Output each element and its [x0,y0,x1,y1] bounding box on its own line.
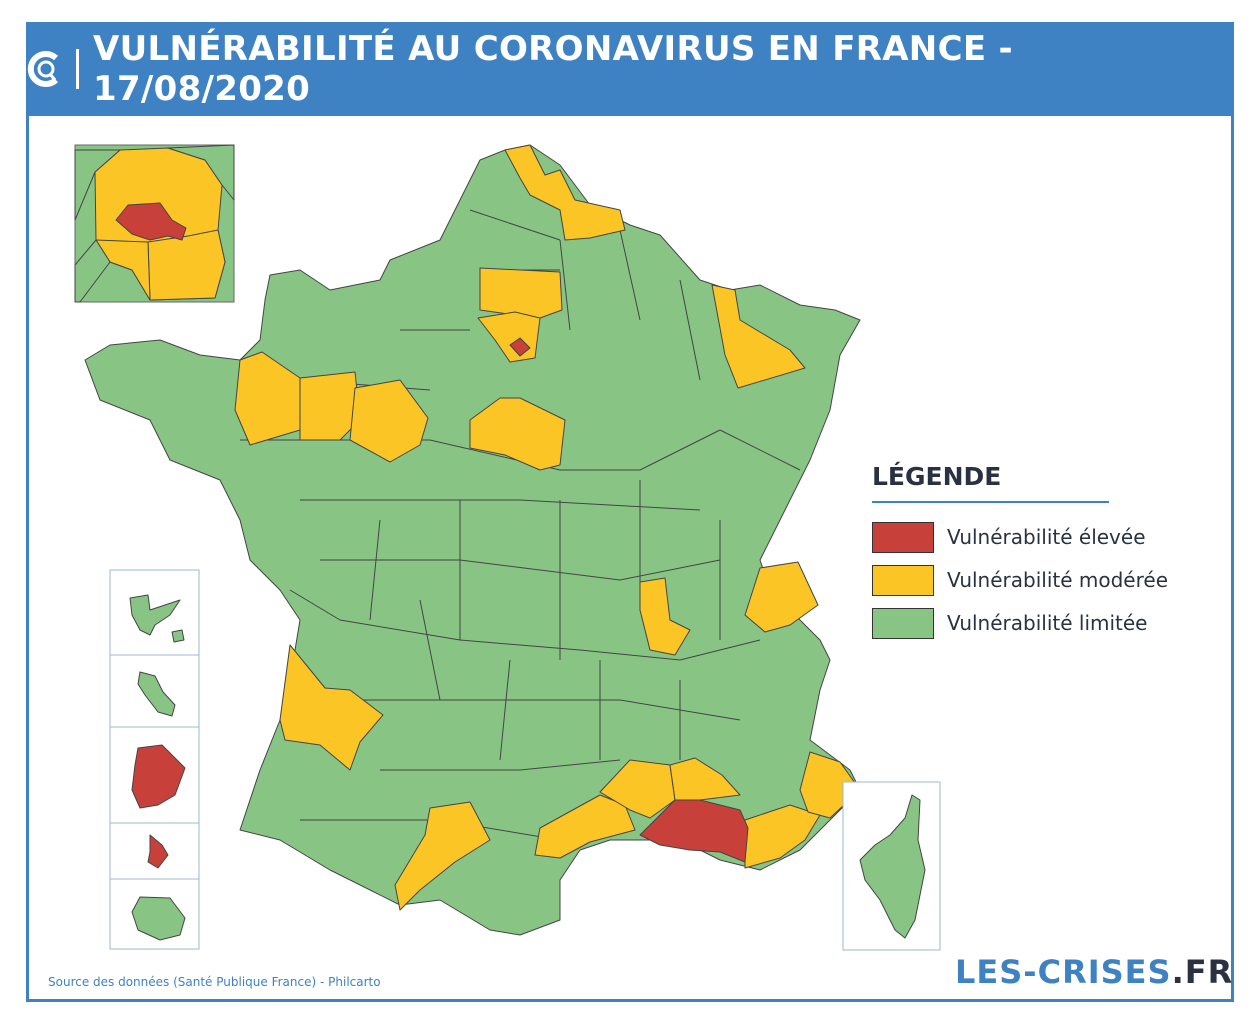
haute-savoie-departement [744,561,819,633]
oise-departement [479,267,563,319]
header-banner: VULNÉRABILITÉ AU CORONAVIRUS EN FRANCE -… [26,22,1234,116]
martinique-map [137,671,176,717]
herault-departement [534,794,636,859]
gironde-departement [279,644,384,771]
brand-logo: LES-CRISES.FR [955,953,1233,991]
legend-label-modere: Vulnérabilité modérée [947,568,1168,592]
paris-map-departement [509,337,531,357]
legend-swatch-eleve [872,521,934,553]
legend-label-eleve: Vulnérabilité élevée [947,525,1146,549]
mayenne-departement [299,371,361,441]
legend-item-modere: Vulnérabilité modérée [872,563,1212,597]
overseas-insets [109,569,200,950]
corsica-inset [842,781,941,951]
rhone-departement [639,577,691,656]
legend-title: LÉGENDE [872,462,1002,491]
legend-swatch-modere [872,564,934,596]
loiret-departement [469,397,566,471]
c-magnifier-logo-icon [26,50,64,88]
legend-underline [872,501,1109,503]
mainland-france [84,144,861,936]
haute-garonne-departement [394,801,491,911]
source-credit: Source des données (Santé Publique Franc… [48,975,381,989]
brand-suffix: .FR [1171,953,1234,991]
page-title: VULNÉRABILITÉ AU CORONAVIRUS EN FRANCE -… [92,29,1013,109]
legend-item-limite: Vulnérabilité limitée [872,606,1212,640]
brand-main: LES-CRISES [955,953,1172,991]
guyane-map [131,744,186,809]
bouches-du-rhone-departement [639,799,749,863]
paris-inset [74,144,235,303]
header-separator [76,49,79,89]
legend-swatch-limite [872,607,934,639]
var-departement [744,804,821,869]
reunion-map [131,896,186,941]
legend-label-limite: Vulnérabilité limitée [947,611,1148,635]
legend-item-eleve: Vulnérabilité élevée [872,520,1212,554]
map-legend: LÉGENDE Vulnérabilité élevée Vulnérabili… [872,462,1212,649]
nord-pas-de-calais-departement [504,144,626,241]
guadeloupe-map [129,594,181,636]
sarthe-departement [349,379,429,463]
moselle-departement [711,284,806,389]
paris-departement [115,202,187,241]
mayotte-map [147,834,169,869]
